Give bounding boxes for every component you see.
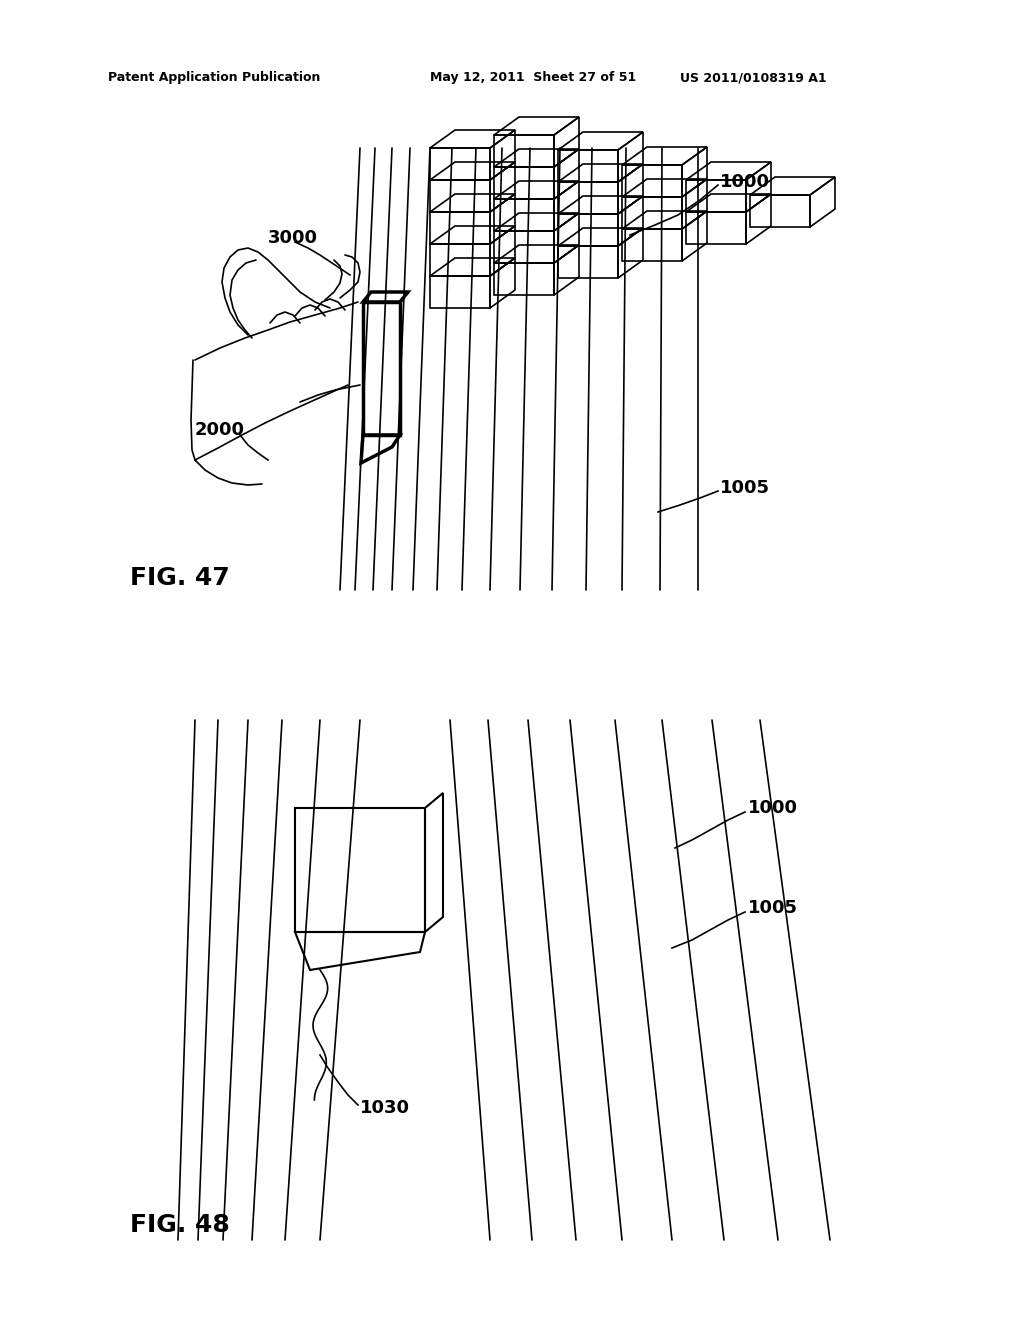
Text: 1005: 1005 [748,899,798,917]
Text: US 2011/0108319 A1: US 2011/0108319 A1 [680,71,826,84]
Text: Patent Application Publication: Patent Application Publication [108,71,321,84]
Text: 1005: 1005 [720,479,770,498]
Text: 2000: 2000 [195,421,245,440]
Text: FIG. 47: FIG. 47 [130,566,229,590]
Text: May 12, 2011  Sheet 27 of 51: May 12, 2011 Sheet 27 of 51 [430,71,636,84]
Text: FIG. 48: FIG. 48 [130,1213,229,1237]
Text: 1030: 1030 [360,1100,410,1117]
Text: 3000: 3000 [268,228,318,247]
Text: 1000: 1000 [720,173,770,191]
Text: 1000: 1000 [748,799,798,817]
